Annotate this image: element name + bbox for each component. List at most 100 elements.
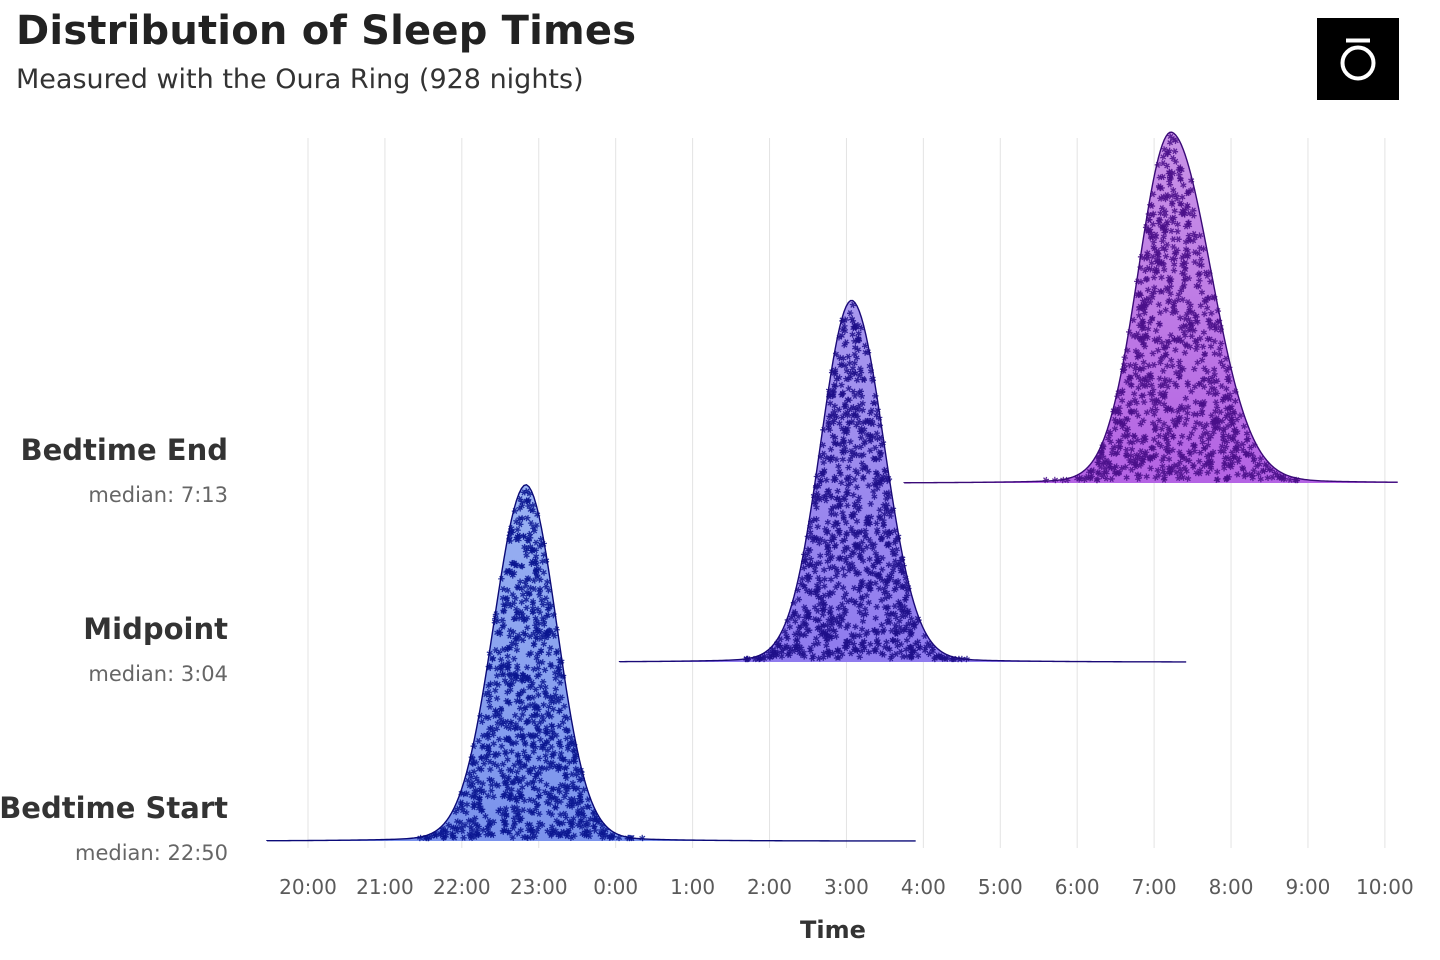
night-point (531, 559, 539, 566)
night-point (842, 448, 849, 455)
night-point (838, 614, 845, 622)
night-point (874, 526, 881, 534)
night-point (793, 643, 800, 650)
series-label: Bedtime End (20, 433, 228, 467)
night-point (1255, 470, 1262, 478)
night-point (832, 584, 840, 591)
night-point (534, 573, 541, 581)
night-point (1094, 459, 1102, 467)
night-point (1182, 275, 1189, 282)
night-point (1145, 362, 1153, 369)
night-point (1223, 385, 1230, 393)
night-point (521, 762, 528, 769)
night-point (873, 520, 880, 527)
night-point (1135, 384, 1142, 392)
night-point (570, 832, 578, 839)
night-point (870, 488, 877, 495)
night-point (575, 807, 582, 814)
night-point (475, 823, 482, 831)
x-tick-label: 1:00 (670, 875, 715, 899)
night-point (1170, 186, 1177, 194)
night-point (1259, 467, 1267, 475)
night-point (1164, 338, 1171, 345)
night-point (488, 781, 495, 789)
night-point (1164, 193, 1172, 200)
night-point (511, 819, 518, 826)
night-point (537, 777, 544, 784)
night-point (1213, 377, 1221, 385)
night-point (1166, 181, 1174, 188)
x-tick-label: 9:00 (1285, 875, 1330, 899)
night-point (574, 800, 582, 808)
night-point (609, 833, 617, 840)
night-point (817, 536, 825, 543)
night-point (872, 444, 879, 452)
night-point (1208, 452, 1215, 459)
night-point (1111, 416, 1119, 423)
night-point (898, 613, 906, 620)
night-point (1222, 475, 1230, 483)
night-point (1152, 398, 1160, 405)
night-point (821, 601, 828, 608)
night-point (530, 797, 538, 805)
night-point (569, 779, 576, 787)
night-point (1184, 253, 1191, 260)
night-point (1093, 476, 1101, 484)
night-point (824, 551, 831, 558)
night-point (1179, 269, 1186, 277)
night-point (510, 615, 518, 623)
night-point (1112, 470, 1119, 477)
night-point (881, 643, 889, 651)
night-point (1160, 476, 1168, 483)
night-point (1201, 365, 1208, 372)
night-point (1208, 310, 1215, 317)
night-point (848, 452, 856, 460)
night-point (533, 732, 540, 739)
night-point (536, 566, 543, 573)
night-point (495, 649, 503, 656)
night-point (471, 820, 478, 827)
night-point (1143, 382, 1151, 389)
night-point (817, 552, 824, 559)
night-point (862, 349, 869, 356)
night-point (1205, 389, 1213, 396)
night-point (1192, 313, 1199, 320)
night-point (847, 480, 854, 487)
night-point (493, 672, 501, 679)
night-point (497, 656, 505, 663)
night-point (1137, 447, 1145, 455)
night-point (1118, 419, 1126, 426)
night-point (870, 647, 878, 654)
night-point (853, 354, 860, 362)
night-point (534, 606, 541, 613)
night-point (853, 422, 860, 429)
night-point (1185, 434, 1193, 442)
ridge-points (1042, 133, 1301, 484)
night-point (786, 623, 793, 631)
night-point (834, 487, 841, 495)
night-point (1156, 184, 1163, 192)
night-point (553, 649, 560, 657)
night-point (494, 617, 501, 625)
night-point (1134, 436, 1141, 444)
night-point (468, 834, 475, 842)
night-point (1172, 250, 1179, 257)
night-point (475, 765, 483, 772)
night-point (514, 830, 521, 837)
night-point (857, 434, 865, 441)
night-point (823, 642, 830, 649)
night-point (1135, 452, 1143, 460)
night-point (1228, 449, 1236, 456)
night-point (594, 818, 602, 825)
night-point (870, 399, 877, 407)
night-point (469, 759, 476, 767)
night-point (833, 413, 840, 421)
night-point (493, 665, 500, 672)
night-point (868, 417, 875, 424)
night-point (859, 617, 867, 625)
night-point (527, 519, 535, 527)
night-point (862, 631, 870, 638)
night-point (1148, 259, 1155, 267)
x-tick-label: 5:00 (978, 875, 1023, 899)
night-point (862, 533, 869, 541)
